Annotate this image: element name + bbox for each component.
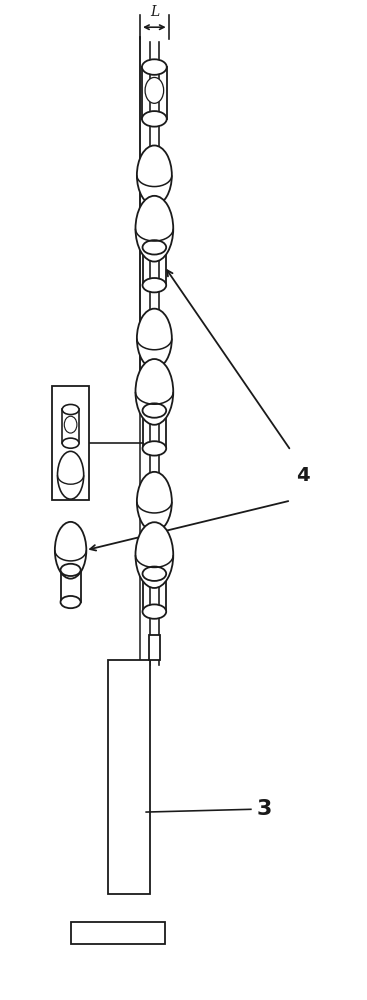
- Text: 3: 3: [256, 799, 272, 819]
- Ellipse shape: [137, 309, 172, 368]
- Ellipse shape: [55, 522, 86, 579]
- Bar: [70, 922, 165, 944]
- Ellipse shape: [135, 196, 173, 262]
- Ellipse shape: [142, 441, 166, 456]
- Ellipse shape: [58, 451, 84, 499]
- Ellipse shape: [137, 472, 172, 532]
- Ellipse shape: [135, 522, 173, 588]
- Ellipse shape: [142, 240, 166, 255]
- Ellipse shape: [64, 416, 77, 433]
- Ellipse shape: [135, 359, 173, 425]
- Ellipse shape: [142, 604, 166, 619]
- Ellipse shape: [142, 59, 167, 75]
- Bar: [149, 635, 160, 660]
- Ellipse shape: [142, 567, 166, 581]
- Ellipse shape: [145, 77, 164, 103]
- Ellipse shape: [137, 145, 172, 205]
- Ellipse shape: [61, 596, 81, 608]
- Ellipse shape: [61, 564, 81, 576]
- Text: 4: 4: [297, 466, 310, 485]
- Bar: [108, 660, 150, 894]
- Text: L: L: [150, 5, 159, 19]
- Ellipse shape: [62, 438, 79, 448]
- Ellipse shape: [142, 111, 167, 127]
- Ellipse shape: [142, 403, 166, 418]
- Ellipse shape: [142, 278, 166, 292]
- Ellipse shape: [62, 404, 79, 415]
- Bar: [52, 386, 89, 500]
